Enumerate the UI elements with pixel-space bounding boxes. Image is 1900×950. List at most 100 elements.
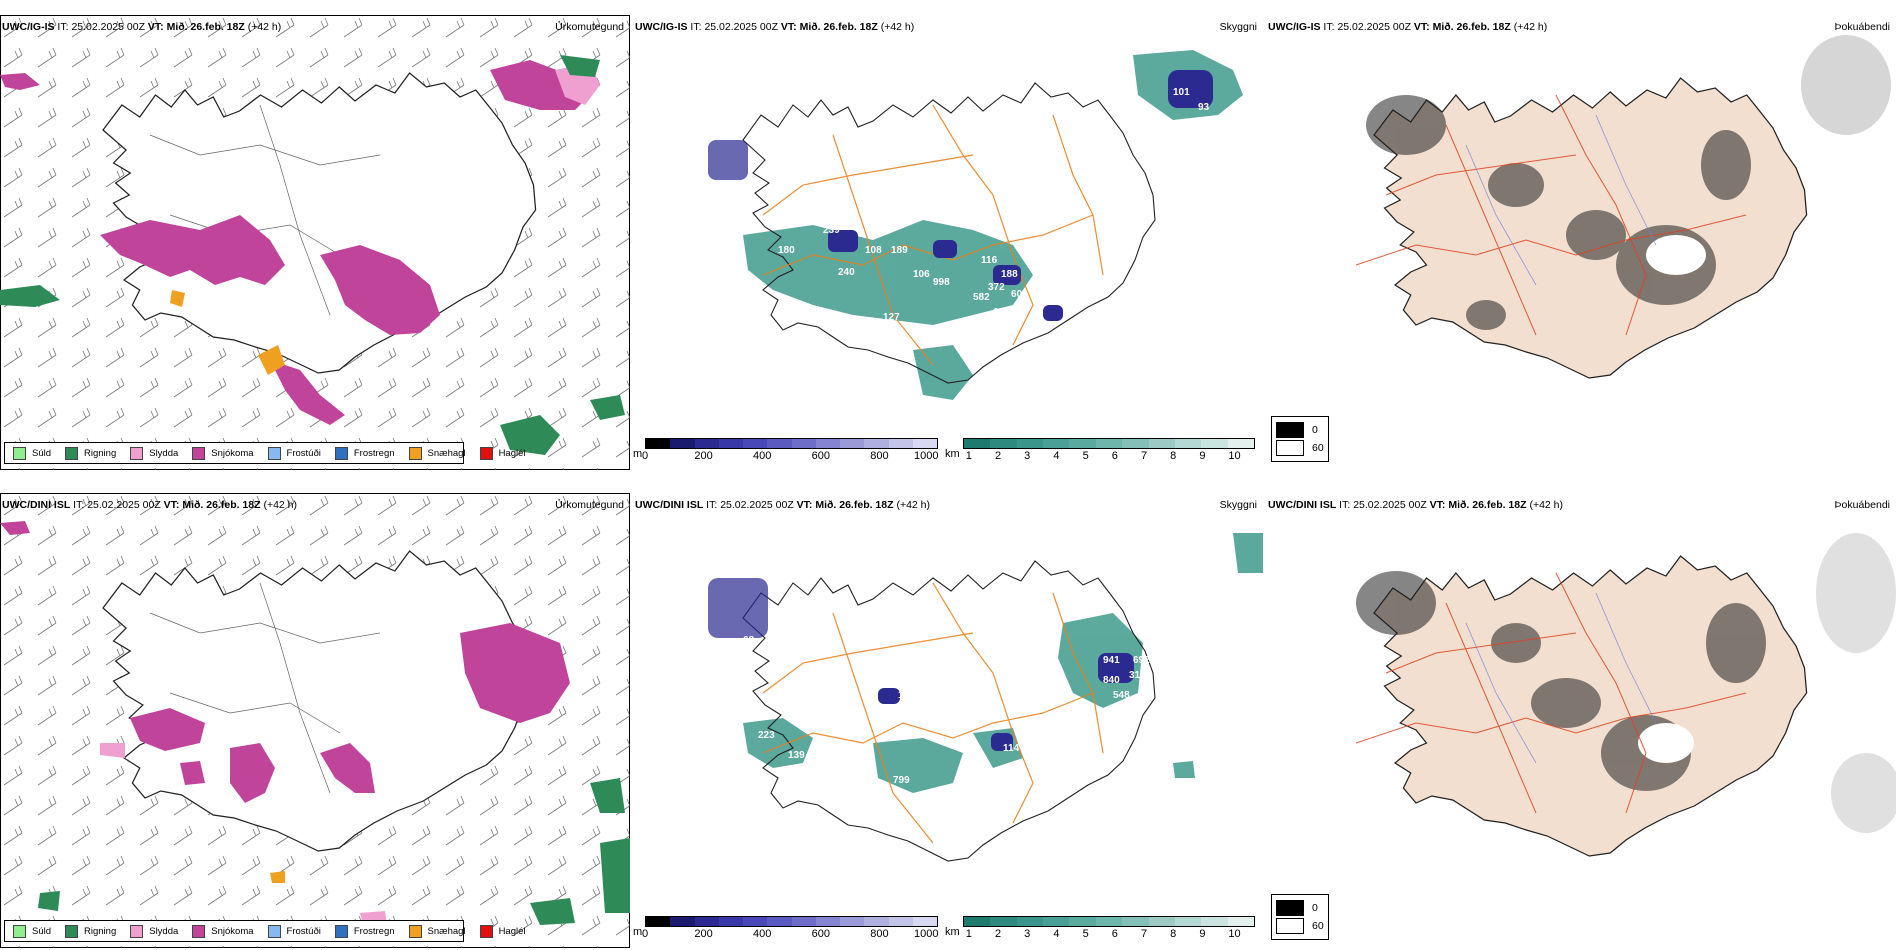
legend-item: Frostregn (334, 446, 395, 460)
panel-title: Úrkomutegund (555, 21, 624, 33)
height-label: 223 (758, 730, 775, 741)
height-label: 692 (1133, 655, 1150, 666)
fog-legend-row: 60 (1276, 917, 1324, 935)
ceiling-colorbar: 0 200 400 600 800 1000 m (633, 916, 939, 942)
tick: 5 (1082, 928, 1089, 940)
fog-legend-row: 0 (1276, 421, 1324, 439)
legend-item: Rigning (65, 446, 116, 460)
tick: 10 (1228, 928, 1241, 940)
fog-map (1355, 35, 1891, 379)
swatch-rain (65, 924, 79, 938)
height-label: 152 (891, 392, 908, 403)
fog-swatch-black (1276, 900, 1304, 916)
colorbar-step (694, 917, 719, 926)
colorbar-step (1201, 917, 1228, 926)
tick: 1 (965, 928, 972, 940)
swatch-drizzle (13, 446, 26, 460)
colorbar-step (864, 917, 889, 926)
height-label: 152 (873, 362, 890, 373)
colorbar-step (1043, 439, 1070, 448)
ceiling-colorbar: 0 200 400 600 800 1000 m (633, 438, 939, 464)
colorbar-step (990, 917, 1017, 926)
fog-legend: 0 60 (1271, 894, 1329, 940)
visibility-colorbar-gradient (963, 438, 1255, 449)
height-label: 316 (1129, 670, 1146, 681)
tick: 400 (753, 928, 772, 940)
height-label: 188 (1001, 269, 1018, 280)
height-label: 139 (788, 750, 805, 761)
precip-legend: Súld Rigning Slydda Snjókoma Frostúði Fr… (4, 442, 526, 464)
tick: 4 (1053, 928, 1060, 940)
tick: 8 (1170, 928, 1177, 940)
tick: 5 (1082, 450, 1089, 462)
panel-header: UWC/IG-IS IT: 25.02.2025 00Z VT: Mið. 26… (635, 21, 915, 33)
panel-title: Þokuábendi (1834, 21, 1890, 33)
tick: 7 (1140, 928, 1148, 940)
tick: 3 (1024, 450, 1031, 462)
colorbar-step (646, 917, 671, 926)
legend-item: Frostúði (267, 446, 321, 460)
height-label: 114 (1003, 743, 1020, 754)
colorbar-step (767, 439, 792, 448)
height-label: 68 (743, 635, 755, 646)
tick: 600 (811, 450, 830, 462)
ceiling-colorbar-gradient (645, 438, 938, 449)
swatch-freezing-rain (334, 446, 348, 460)
tick: 200 (694, 928, 713, 940)
fog-map (1355, 533, 1896, 857)
colorbar-step (1016, 917, 1044, 926)
tick: 2 (994, 450, 1002, 462)
tick: 0 (641, 450, 649, 462)
tick: 4 (1053, 450, 1060, 462)
panel-header: UWC/IG-IS IT: 25.02.2025 00Z VT: Mið. 26… (1268, 21, 1548, 33)
colorbar-step (1227, 917, 1254, 926)
tick: 8 (1170, 450, 1177, 462)
ceiling-unit: m (633, 448, 643, 460)
fog-swatch-black (1276, 422, 1304, 438)
legend-item: Frostregn (334, 924, 395, 938)
colorbar-step (1174, 439, 1202, 448)
precip-type-panel-row1: UWC/IG-IS IT: 25.02.2025 00Z VT: Mið. 26… (0, 15, 630, 470)
height-label: 582 (973, 292, 990, 303)
ceiling-colorbar-gradient (645, 916, 938, 927)
tick: 2 (994, 928, 1002, 940)
legend-item: Snæhagl (408, 446, 466, 460)
panel-title: Skyggni (1219, 499, 1257, 511)
height-label: 18 (813, 167, 825, 178)
colorbar-step (1069, 917, 1096, 926)
panel-title: Skyggni (1219, 21, 1257, 33)
tick: 200 (694, 450, 713, 462)
panel-title: Þokuábendi (1834, 499, 1890, 511)
height-label: 240 (838, 267, 855, 278)
tick: 0 (641, 928, 649, 940)
tick: 3 (1024, 928, 1031, 940)
tick: 10 (1228, 450, 1241, 462)
tick: 1000 (914, 450, 939, 462)
precip-map (0, 493, 630, 948)
visibility-unit: km (945, 448, 960, 460)
swatch-hail (479, 446, 493, 460)
colorbar-step (694, 439, 719, 448)
swatch-snow (192, 924, 206, 938)
height-label: 998 (933, 277, 950, 288)
legend-item: Súld (13, 446, 51, 460)
colorbar-step (743, 439, 768, 448)
colorbar-step (670, 917, 695, 926)
fog-panel-row1: UWC/IG-IS IT: 25.02.2025 00Z VT: Mið. 26… (1266, 15, 1896, 470)
colorbar-step (1016, 439, 1044, 448)
colorbar-step (1095, 439, 1123, 448)
colorbar-step (815, 917, 840, 926)
colorbar-step (840, 439, 865, 448)
height-label: 941 (1103, 655, 1120, 666)
visibility-colorbar-gradient (963, 916, 1255, 927)
tick: 7 (1140, 450, 1148, 462)
colorbar-step (1148, 439, 1175, 448)
legend-item: Rigning (65, 924, 116, 938)
ceiling-unit: m (633, 926, 643, 938)
visibility-map: 941 840 316 692 548 223 139 109 114 966 799 135 140 6… (708, 533, 1263, 871)
precip-type-panel-row2: UWC/DINI ISL IT: 25.02.2025 00Z VT: Mið.… (0, 493, 630, 948)
colorbar-step (1095, 917, 1123, 926)
height-label: 127 (883, 312, 900, 323)
legend-item: Haglél (479, 446, 526, 460)
